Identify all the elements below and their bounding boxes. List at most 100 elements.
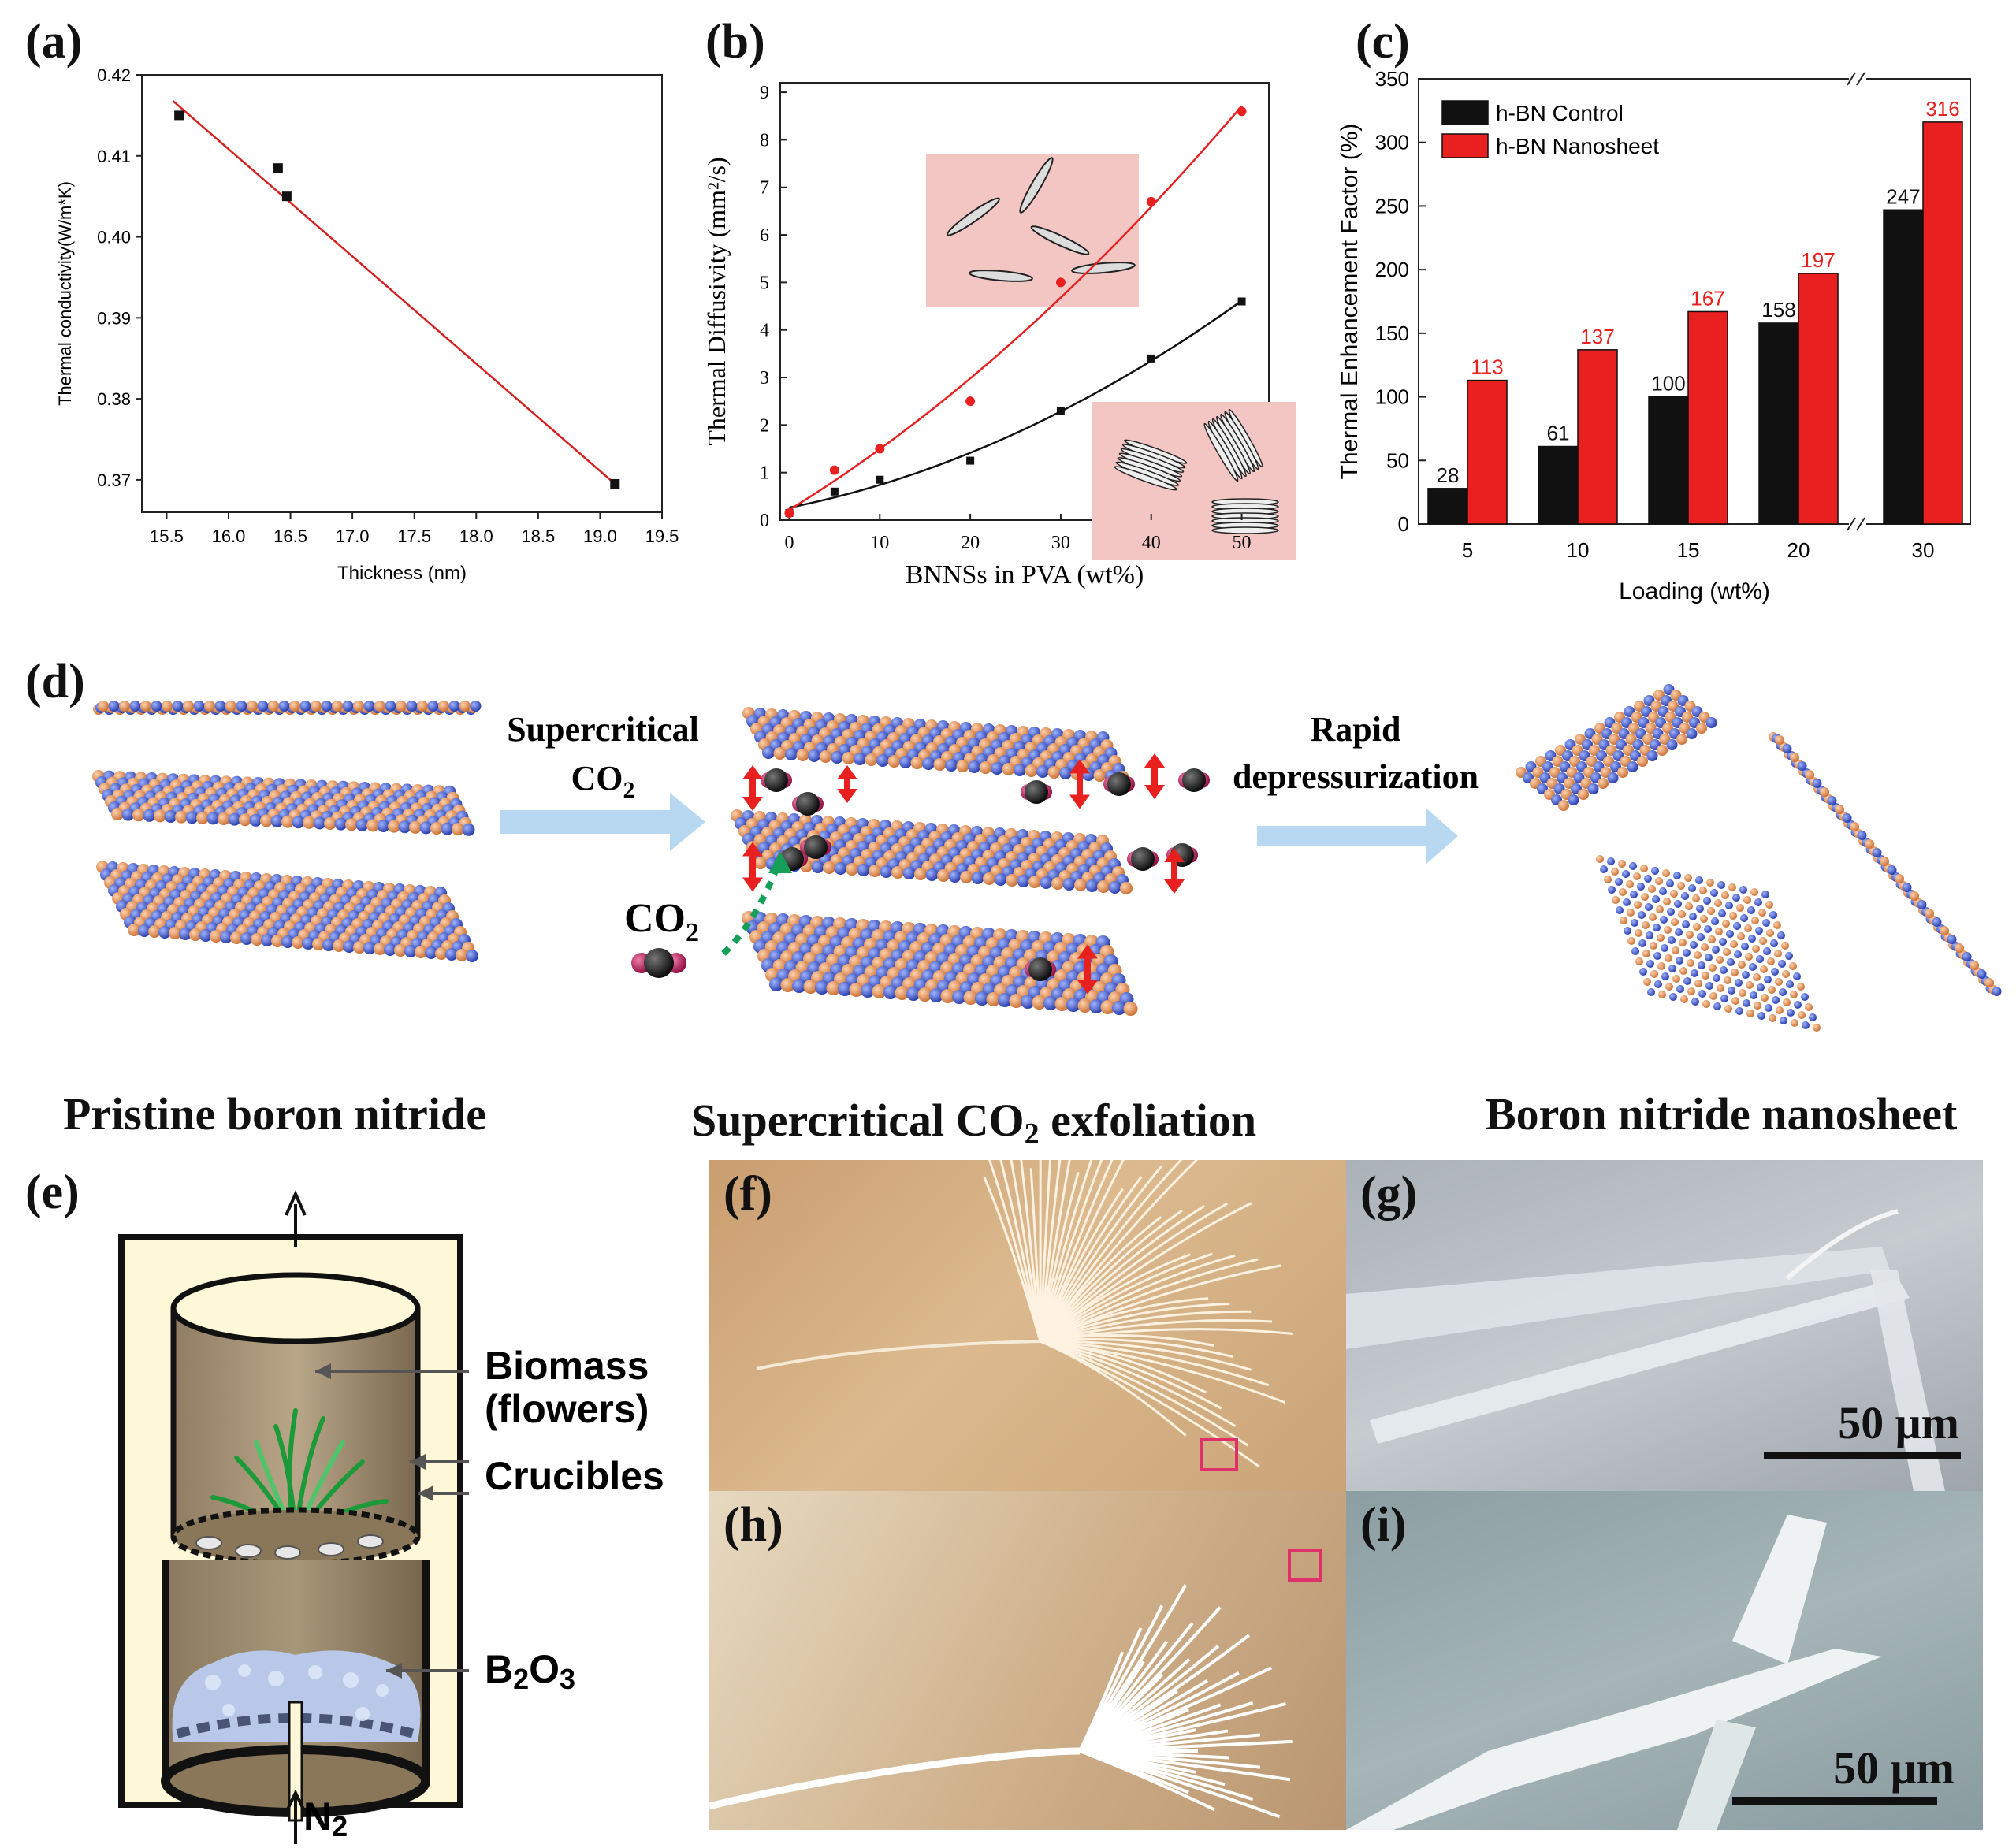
pappus-strand [999,1160,1042,1342]
carbon-atom [804,835,828,859]
boron-atom [251,933,263,946]
pappus-strand [1020,1160,1042,1342]
sheet-mid-1 [742,707,1129,783]
nitrogen-atom [1787,1009,1795,1017]
nitrogen-atom [1653,924,1661,931]
pappus-strand [1039,1215,1162,1342]
boron-atom [1798,1011,1806,1019]
nitrogen-atom [838,982,852,996]
boron-atom [1642,921,1650,929]
nitrogen-atom [1761,891,1769,898]
nanosheet-flake [947,197,1000,236]
boron-atom [148,925,161,938]
nitrogen-atom [1917,900,1927,909]
pappus-strand [1040,1340,1222,1410]
arrow-shaft [844,778,850,790]
x-tick-label: 15.5 [150,526,184,546]
nitrogen-atom [1615,878,1623,886]
arrow-shaft [1084,957,1091,982]
nitrogen-atom [1607,772,1619,783]
boron-atom [826,981,841,995]
boron-atom [1642,950,1650,957]
boron-atom [1672,975,1680,983]
boron-atom [819,750,832,763]
bar-control [1758,322,1799,525]
boron-atom [459,701,471,712]
nitrogen-atom [1770,939,1778,947]
boron-atom [333,939,345,952]
nitrogen-atom [363,701,375,712]
boron-atom [230,931,243,944]
data-point [174,110,184,121]
pappus-strand [1040,1340,1249,1447]
boron-atom [1641,893,1649,901]
boron-atom [846,863,858,876]
sheet-exfoliated-2 [1769,732,2002,996]
boron-atom [773,747,787,760]
x-axis-label: Loading (wt%) [1619,578,1770,604]
data-point-red [1237,106,1247,117]
nitrogen-atom [445,948,458,961]
boron-atom [1612,896,1620,904]
boron-atom [452,823,464,836]
nitrogen-atom [240,932,253,945]
pappus-strand [1039,1160,1125,1342]
boron-atom [1805,1003,1813,1011]
data-point-red [784,508,794,518]
boron-atom [933,758,947,771]
nitrogen-atom [1735,1007,1743,1015]
boron-atom [140,701,151,712]
value-label-nanosheet: 137 [1580,325,1614,348]
nanosheet-flake [969,270,1033,282]
boron-atom [1650,942,1657,950]
boron-atom [1835,805,1844,814]
boron-atom [979,761,992,774]
legend-swatch [1441,100,1489,125]
boron-atom [1664,926,1672,934]
nitrogen-atom [1750,991,1757,999]
nitrogen-atom [1616,906,1624,914]
y-tick-label: 3 [760,368,769,389]
boron-atom [1850,822,1859,831]
pappus-strand [1040,1340,1237,1427]
pappus-strand [1040,1310,1252,1343]
nitrogen-atom [1608,886,1616,894]
nitrogen-atom [343,940,355,953]
bar-control [1648,396,1689,525]
arrow-head [1144,785,1165,799]
boron-atom [1714,899,1722,907]
nitrogen-atom [1720,966,1728,974]
boron-atom [1676,734,1687,745]
bar-nanosheet [1467,379,1508,525]
boron-atom [1775,978,1783,986]
expansion-arrow [1069,759,1090,809]
boron-atom [247,701,258,712]
nitrogen-atom [1667,908,1675,916]
nitrogen-atom [1627,761,1638,772]
boron-atom [1955,943,1964,953]
boron-atom [1753,973,1761,981]
nanosheet-flake [1019,157,1054,214]
co2-label: CO2 [624,896,699,947]
boron-atom [1687,959,1694,967]
nitrogen-atom [1661,944,1668,952]
nitrogen-atom [1763,947,1771,955]
nitrogen-atom [384,943,396,956]
boron-atom [869,865,881,877]
nitrogen-atom [220,931,232,943]
nitrogen-atom [1682,920,1690,928]
x-tick-label: 19.0 [583,526,617,546]
nitrogen-atom [355,818,369,831]
pappus-strand [1039,1160,1071,1342]
sheet-mid-3 [742,911,1138,1016]
arrow-shaft [1171,861,1177,881]
nitrogen-atom [1719,938,1727,946]
expansion-arrow [742,842,763,892]
nitrogen-atom [1742,971,1750,979]
y-tick-label: 0.40 [97,228,131,247]
y-tick-label: 0.37 [97,470,131,490]
sheet-mid-2 [731,809,1133,894]
arrow-head [742,877,763,892]
boron-atom [1633,872,1641,880]
co2-molecule-intercalated [1178,768,1210,792]
